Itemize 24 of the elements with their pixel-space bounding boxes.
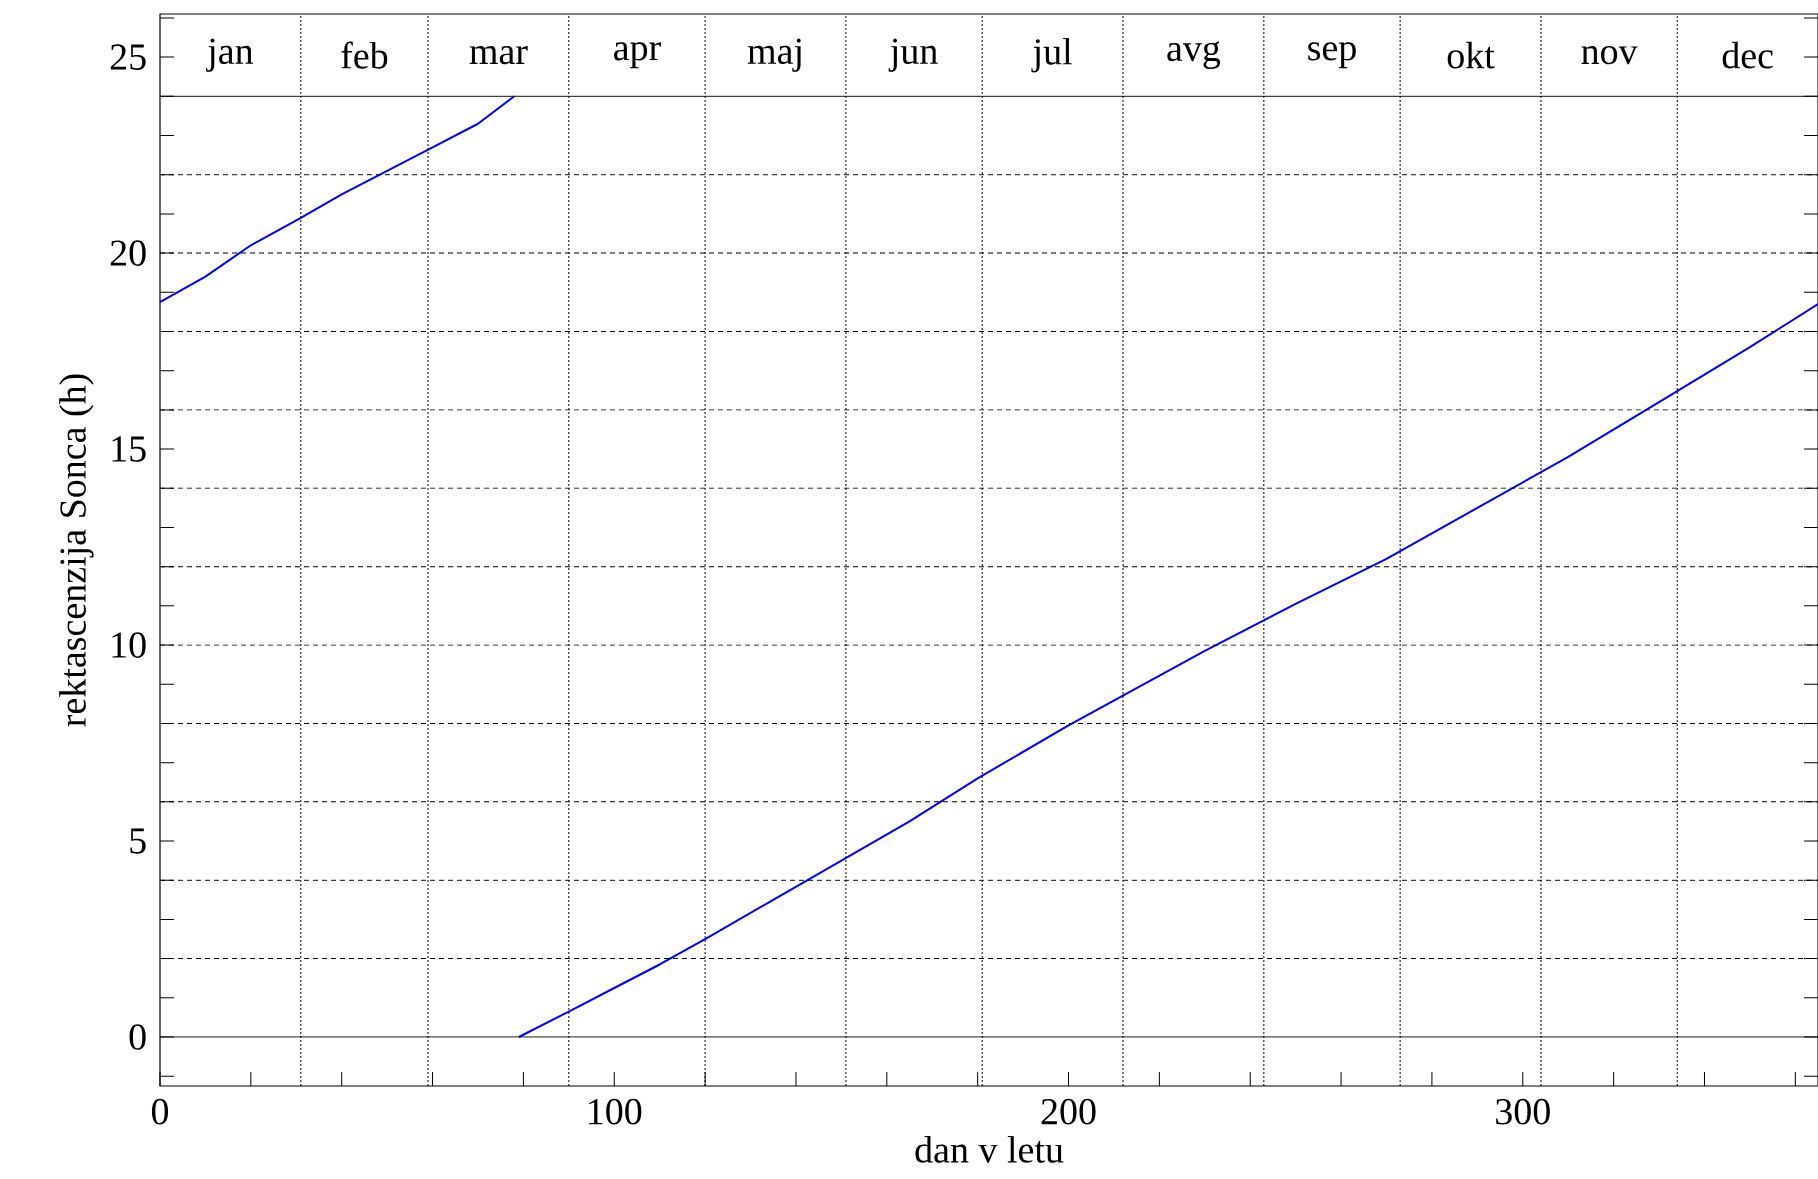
y-axis-title: rektascenzija Sonca (h) bbox=[59, 374, 94, 727]
y-tick-label: 5 bbox=[130, 828, 146, 854]
y-tick-label: 0 bbox=[129, 1024, 146, 1050]
annotation: dec bbox=[1722, 41, 1773, 69]
ref-line-label: maj bbox=[747, 38, 801, 72]
ref-line-label: jan bbox=[206, 38, 254, 72]
ref-line-label: mar bbox=[469, 46, 528, 65]
ref-line-label: sep bbox=[1308, 42, 1356, 69]
x-tick-label: 300 bbox=[1496, 1098, 1550, 1125]
ref-line-label: jul bbox=[1031, 37, 1072, 73]
ref-line-label: nov bbox=[1581, 46, 1638, 65]
ref-line-label: avg bbox=[1167, 41, 1221, 70]
y-tick-label: 20 bbox=[110, 240, 146, 266]
ref-line-label: okt bbox=[1447, 41, 1495, 69]
y-tick-label: 15 bbox=[112, 436, 146, 462]
x-tick-label: 200 bbox=[1041, 1098, 1096, 1125]
y-tick-label: 25 bbox=[110, 44, 146, 70]
x-tick-label: 100 bbox=[589, 1098, 642, 1125]
x-tick-label: 0 bbox=[151, 1098, 169, 1125]
y-tick-label: 10 bbox=[112, 632, 146, 658]
ref-line-label: apr bbox=[614, 42, 661, 69]
ref-line-label: jun bbox=[888, 38, 938, 72]
ref-line-label: feb bbox=[341, 41, 388, 69]
x-axis-title: dan v letu bbox=[915, 1136, 1064, 1163]
